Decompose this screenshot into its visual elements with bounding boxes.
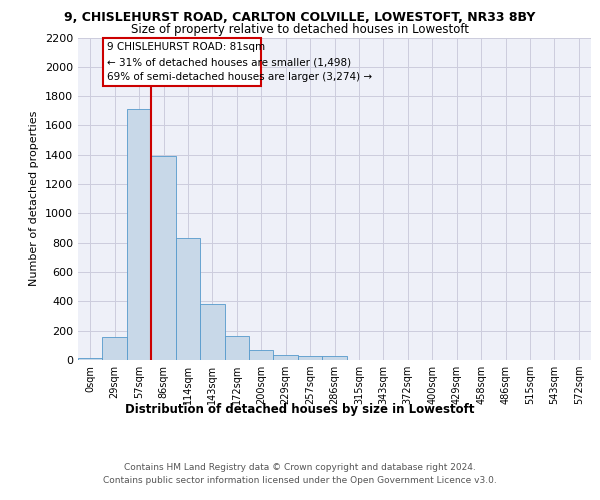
Text: 9, CHISLEHURST ROAD, CARLTON COLVILLE, LOWESTOFT, NR33 8BY: 9, CHISLEHURST ROAD, CARLTON COLVILLE, L… — [64, 11, 536, 24]
Text: 9 CHISLEHURST ROAD: 81sqm
← 31% of detached houses are smaller (1,498)
69% of se: 9 CHISLEHURST ROAD: 81sqm ← 31% of detac… — [107, 42, 372, 82]
Bar — [200, 304, 224, 360]
Y-axis label: Number of detached properties: Number of detached properties — [29, 111, 40, 286]
Bar — [103, 338, 127, 360]
Bar — [224, 336, 249, 360]
Bar — [298, 356, 322, 360]
Bar — [78, 358, 103, 360]
Bar — [274, 355, 298, 360]
Text: Contains HM Land Registry data © Crown copyright and database right 2024.: Contains HM Land Registry data © Crown c… — [124, 462, 476, 471]
Text: Size of property relative to detached houses in Lowestoft: Size of property relative to detached ho… — [131, 22, 469, 36]
Text: Contains public sector information licensed under the Open Government Licence v3: Contains public sector information licen… — [103, 476, 497, 485]
Bar — [176, 238, 200, 360]
Text: Distribution of detached houses by size in Lowestoft: Distribution of detached houses by size … — [125, 402, 475, 415]
Bar — [249, 350, 274, 360]
Bar — [151, 156, 176, 360]
Bar — [322, 356, 347, 360]
FancyBboxPatch shape — [103, 38, 261, 86]
Bar — [127, 110, 151, 360]
